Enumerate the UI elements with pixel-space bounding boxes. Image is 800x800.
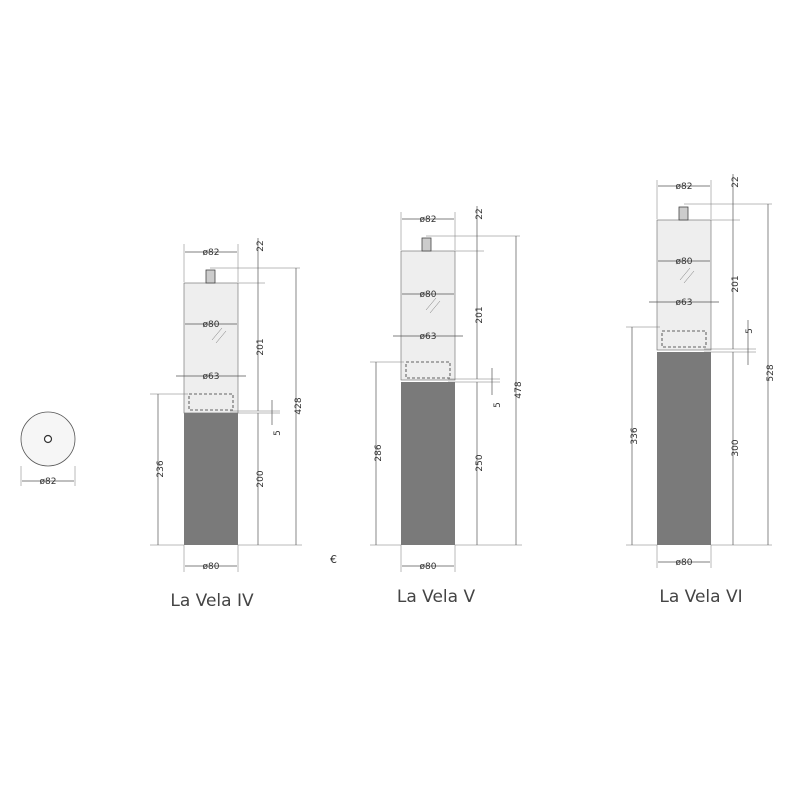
glass-height-label: 201	[256, 338, 266, 355]
total-height-label: 528	[766, 364, 776, 381]
burner-insert	[661, 330, 707, 348]
stand-height-label: 236	[156, 460, 166, 477]
stand-height-label: 336	[630, 427, 640, 444]
base-column	[401, 382, 455, 545]
total-height-label: 478	[514, 381, 524, 398]
base-diameter-label: ø80	[420, 562, 437, 572]
burner-insert	[405, 361, 451, 379]
glass-diameter-label: ø80	[676, 257, 693, 267]
burner-knob	[205, 269, 216, 284]
product-la-vela-vi: ø82 ø80 ø63 ø80 22 201 5 300 528 336 La …	[626, 174, 776, 607]
top-height-label: 22	[475, 208, 485, 219]
gap-label: 5	[273, 430, 283, 436]
product-name: La Vela IV	[170, 591, 254, 611]
base-height-label: 200	[256, 470, 266, 487]
base-height-label: 250	[475, 454, 485, 471]
base-diameter-label: ø80	[203, 562, 220, 572]
base-column	[657, 352, 711, 545]
top-diameter-label: ø82	[420, 215, 437, 225]
top-height-label: 22	[731, 176, 741, 187]
top-view-center-hole	[43, 434, 53, 444]
gap-label: 5	[493, 402, 503, 408]
product-name: La Vela VI	[659, 587, 742, 607]
base-diameter-label: ø80	[676, 558, 693, 568]
gap-label: 5	[745, 328, 755, 334]
product-name: La Vela V	[397, 587, 476, 607]
glass-diameter-label: ø80	[203, 320, 220, 330]
total-height-label: 428	[294, 397, 304, 414]
glass-height-label: 201	[475, 306, 485, 323]
product-la-vela-v: ø82 ø80 ø63 ø80 22 201 5 250 478 286 La …	[370, 206, 524, 607]
top-height-label: 22	[256, 240, 266, 251]
top-diameter-label: ø82	[203, 248, 220, 258]
stand-height-label: 286	[374, 444, 384, 461]
base-height-label: 300	[731, 439, 741, 456]
stray-mark: €	[330, 553, 337, 566]
top-view-diameter-label: ø82	[40, 477, 57, 487]
glass-chamber	[656, 219, 712, 351]
burner-diameter-label: ø63	[676, 298, 693, 308]
glass-diameter-label: ø80	[420, 290, 437, 300]
top-diameter-label: ø82	[676, 182, 693, 192]
product-la-vela-iv: ø82 ø80 ø63 ø80 22 201 5 200 428 236 La …	[150, 238, 304, 611]
burner-diameter-label: ø63	[420, 332, 437, 342]
glass-chamber	[400, 250, 456, 381]
top-view: ø82	[20, 411, 76, 487]
burner-knob	[678, 206, 689, 221]
base-column	[184, 413, 238, 545]
burner-insert	[188, 393, 234, 411]
burner-diameter-label: ø63	[203, 372, 220, 382]
glass-height-label: 201	[731, 275, 741, 292]
glass-chamber	[183, 282, 239, 414]
burner-knob	[421, 237, 432, 252]
